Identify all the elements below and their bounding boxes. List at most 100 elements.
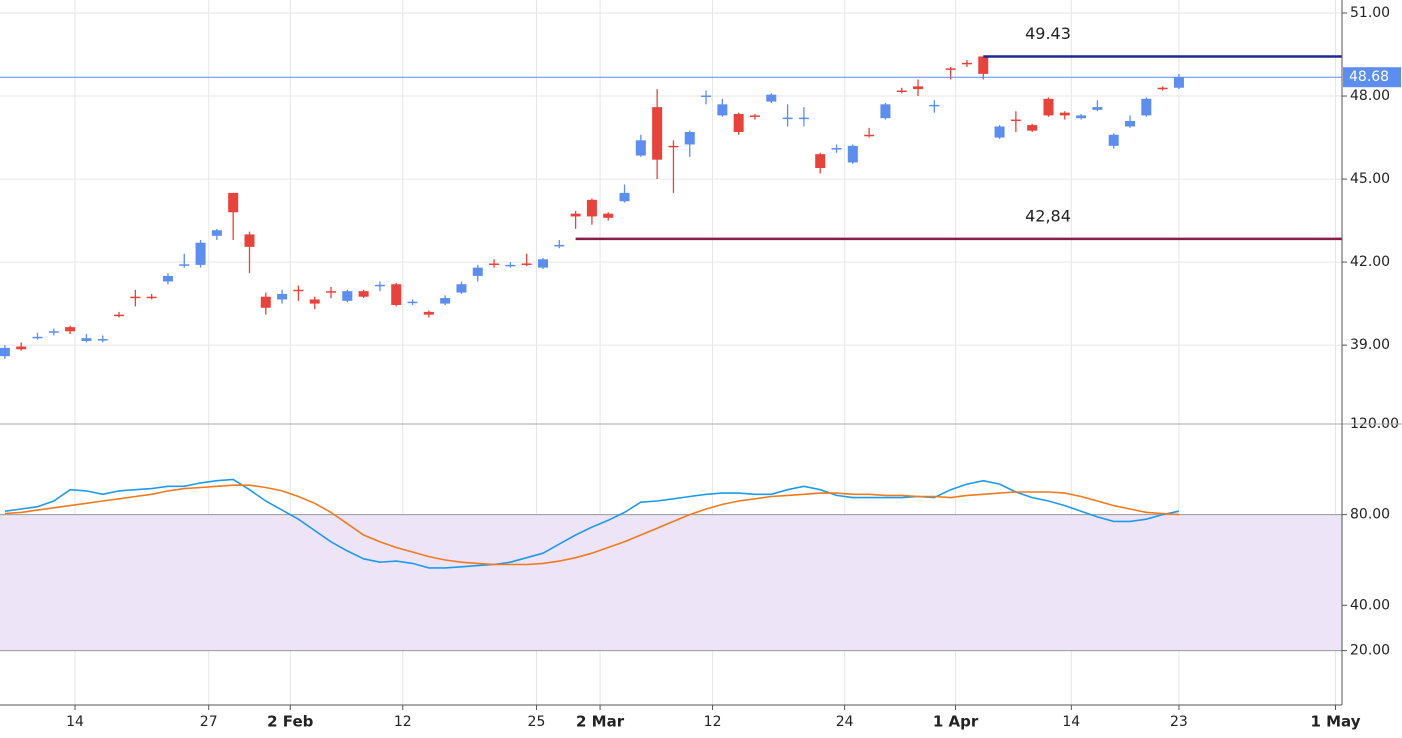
candle-body: [847, 145, 858, 163]
y-tick-label: 20.00: [1350, 643, 1390, 659]
candle-body: [864, 134, 875, 137]
x-tick-label: 14: [1062, 714, 1080, 730]
candle-body: [0, 347, 10, 357]
y-tick-label: 42.00: [1350, 254, 1390, 270]
x-tick-label: 23: [1170, 714, 1188, 730]
candle-body: [619, 192, 630, 202]
candle-body: [798, 117, 809, 120]
candle-body: [1043, 98, 1054, 116]
candle-body: [195, 242, 206, 265]
candle-body: [945, 68, 956, 70]
candle-body: [97, 339, 108, 341]
candle-body: [635, 140, 646, 156]
candle-body: [1125, 120, 1136, 127]
x-tick-label: 2 Mar: [576, 713, 625, 731]
candle-body: [277, 293, 288, 300]
x-tick-label: 12: [704, 714, 722, 730]
candle-body: [326, 291, 337, 293]
candle-body: [81, 338, 92, 341]
candle-body: [652, 107, 663, 160]
x-tick-label: 14: [66, 714, 84, 730]
candle-body: [684, 132, 695, 145]
candle-body: [391, 284, 402, 305]
candle-body: [162, 275, 173, 282]
x-tick-label: 25: [528, 714, 546, 730]
candle-body: [586, 199, 597, 217]
candle-body: [179, 264, 190, 266]
candle-body: [211, 230, 222, 236]
candle-body: [423, 311, 434, 315]
candle-body: [1173, 77, 1184, 88]
candle-body: [782, 117, 793, 120]
price-label: 48.68: [1349, 69, 1389, 85]
x-tick-label: 27: [200, 714, 218, 730]
y-tick-label: 80.00: [1350, 507, 1390, 523]
candle-body: [717, 104, 728, 116]
candle-body: [603, 213, 614, 218]
candle-body: [994, 126, 1005, 138]
candle-body: [489, 263, 500, 265]
candle-body: [749, 115, 760, 117]
candle-body: [537, 259, 548, 268]
x-tick-label: 12: [394, 714, 412, 730]
level-label: 49.43: [1025, 24, 1071, 43]
candle-body: [374, 284, 385, 287]
candle-body: [407, 301, 418, 304]
candle-body: [16, 346, 27, 350]
candle-body: [456, 284, 467, 293]
candle-body: [880, 104, 891, 119]
x-tick-label: 1 Apr: [933, 713, 979, 731]
candle-body: [570, 213, 581, 217]
candle-body: [701, 95, 712, 97]
candle-body: [831, 148, 842, 150]
candle-body: [733, 114, 744, 133]
candle-body: [505, 264, 516, 267]
y-tick-label: 40.00: [1350, 597, 1390, 613]
level-label: 42,84: [1025, 206, 1071, 225]
candle-body: [260, 296, 271, 308]
marks-layer: [0, 55, 1342, 569]
oscillator-band: [0, 514, 1342, 651]
candle-body: [1027, 125, 1038, 131]
x-tick-label: 24: [836, 714, 854, 730]
candle-body: [1076, 115, 1087, 119]
candle-body: [896, 90, 907, 93]
candle-body: [293, 289, 304, 292]
candle-body: [815, 154, 826, 168]
candle-body: [1010, 119, 1021, 122]
candle-body: [1141, 98, 1152, 116]
price-label-box: [1343, 67, 1401, 88]
candle-body: [521, 263, 532, 265]
candle-body: [114, 314, 125, 317]
candle-body: [48, 331, 59, 333]
band-layer: [0, 514, 1342, 652]
x-tick-label: 1 May: [1310, 713, 1360, 731]
candle-body: [472, 267, 483, 276]
candle-body: [1157, 87, 1168, 90]
y-tick-label: 51.00: [1350, 5, 1390, 21]
candle-body: [766, 94, 777, 102]
candle-body: [913, 86, 924, 90]
candle-body: [146, 296, 157, 299]
candle-body: [1092, 107, 1103, 110]
candle-body: [32, 336, 43, 339]
candle-body: [358, 291, 369, 297]
y-tick-label: 45.00: [1350, 171, 1390, 187]
candle-body: [342, 291, 353, 301]
candle-body: [440, 298, 451, 304]
y-tick-label: 48.00: [1350, 88, 1390, 104]
candle-body: [309, 299, 320, 304]
candle-body: [1059, 112, 1070, 116]
candle-body: [65, 327, 76, 332]
oscillator-line: [4, 478, 1180, 569]
candle-body: [1108, 134, 1119, 146]
candle-body: [244, 234, 255, 247]
candle-body: [668, 145, 679, 148]
x-tick-label: 2 Feb: [267, 713, 313, 731]
y-tick-label: 39.00: [1350, 337, 1390, 353]
candle-body: [228, 192, 239, 213]
candle-body: [130, 296, 141, 299]
candle-body: [554, 244, 565, 247]
